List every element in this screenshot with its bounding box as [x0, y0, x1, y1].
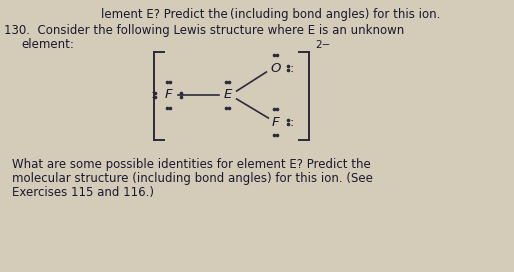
Text: O: O	[270, 61, 281, 75]
Text: E: E	[224, 88, 232, 101]
Text: :: :	[289, 116, 293, 128]
Text: lement E? Predict the: lement E? Predict the	[101, 8, 228, 21]
Text: F: F	[164, 88, 172, 101]
Text: 2−: 2−	[315, 40, 331, 50]
Text: What are some possible identities for element E? Predict the: What are some possible identities for el…	[12, 158, 371, 171]
Text: (including bond angles) for this ion.: (including bond angles) for this ion.	[230, 8, 440, 21]
Text: element:: element:	[22, 38, 75, 51]
Text: :: :	[151, 88, 155, 101]
Text: F: F	[271, 116, 279, 128]
Text: Exercises 115 and 116.): Exercises 115 and 116.)	[12, 186, 154, 199]
Text: molecular structure (including bond angles) for this ion. (See: molecular structure (including bond angl…	[12, 172, 373, 185]
Text: 130.  Consider the following Lewis structure where E is an unknown: 130. Consider the following Lewis struct…	[4, 24, 404, 37]
Text: :: :	[289, 61, 293, 75]
